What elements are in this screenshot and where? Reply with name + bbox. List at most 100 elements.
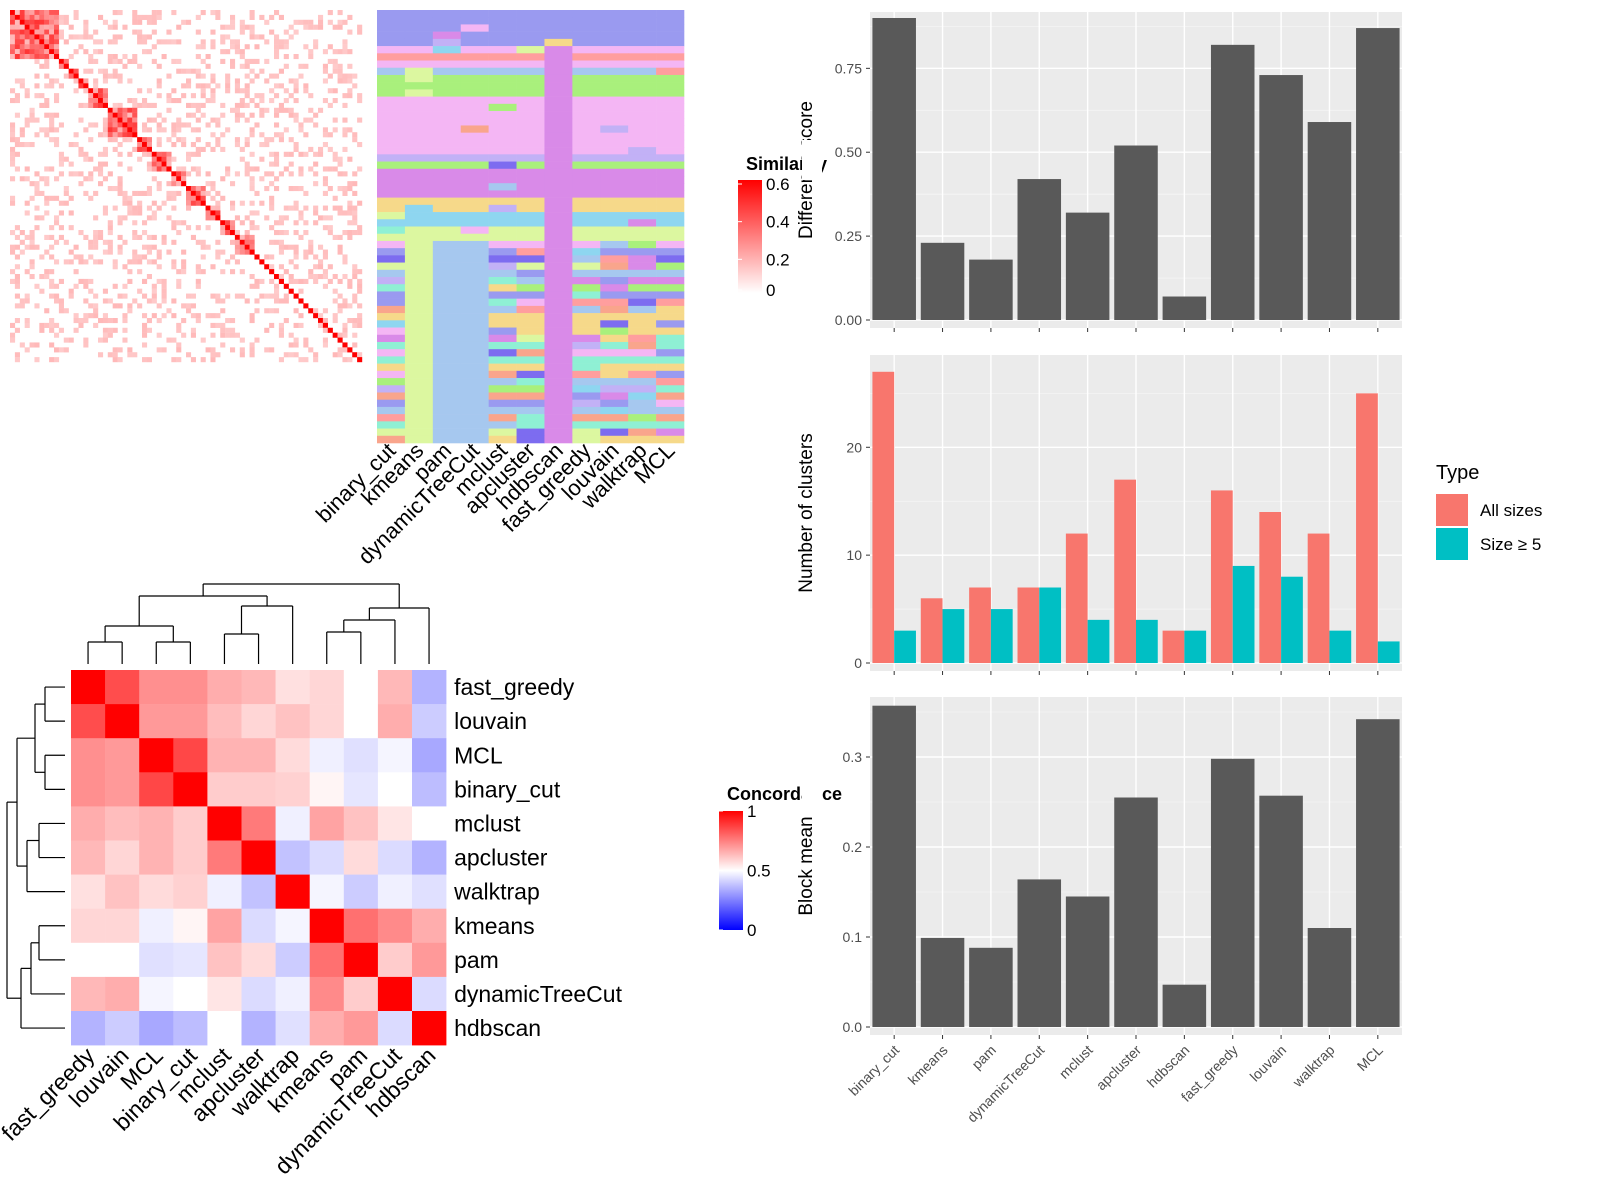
concordance-panel: fast_greedylouvainMCLbinary_cutmclustapc… (0, 583, 842, 1179)
similarity-cell (29, 259, 35, 265)
similarity-cell (44, 322, 50, 328)
assignment-cell (656, 428, 685, 437)
similarity-cell (220, 269, 226, 275)
similarity-cell (132, 234, 138, 240)
assignment-cell (656, 219, 685, 227)
assignment-cell (377, 298, 406, 307)
similarity-cell (347, 357, 353, 363)
similarity-cell (29, 142, 35, 148)
similarity-cell (146, 137, 152, 143)
similarity-cell (347, 205, 353, 211)
concordance-cell (173, 670, 208, 705)
similarity-cell (29, 244, 35, 250)
similarity-cell (19, 49, 25, 55)
assignment-cell (656, 125, 685, 133)
similarity-cell (357, 200, 363, 206)
similarity-cell (239, 249, 245, 255)
similarity-cell (215, 205, 221, 211)
similarity-cell (161, 166, 167, 172)
bar-all-sizes (920, 598, 943, 663)
assignment-cell (432, 406, 462, 415)
assignment-cell (628, 233, 657, 242)
assignment-cell (404, 399, 434, 408)
similarity-cell (249, 166, 255, 172)
similarity-cell (78, 151, 84, 157)
similarity-cell (156, 181, 162, 187)
similarity-cell (14, 142, 20, 148)
assignment-cell (572, 327, 601, 336)
assignment-cell (404, 327, 434, 336)
concordance-cell (241, 806, 276, 841)
similarity-cell (249, 58, 255, 64)
assignment-cell (404, 269, 434, 278)
similarity-cell (332, 298, 338, 304)
similarity-cell (63, 73, 69, 79)
similarity-cell (78, 254, 84, 260)
assignment-cell (516, 277, 545, 285)
similarity-cell (117, 78, 123, 84)
concordance-cell (275, 1011, 310, 1046)
similarity-cell (357, 288, 363, 294)
similarity-cell (34, 117, 40, 123)
assignment-cell (404, 298, 434, 307)
similarity-cell (54, 137, 60, 143)
similarity-cell (161, 239, 167, 245)
similarity-cell (98, 49, 104, 55)
similarity-cell (225, 293, 231, 299)
similarity-cell (313, 39, 319, 45)
concordance-cell (71, 738, 106, 773)
similarity-cell (200, 239, 206, 245)
similarity-cell (278, 327, 284, 333)
similarity-cell (68, 171, 74, 177)
concordance-cell (173, 874, 208, 909)
similarity-cell (73, 78, 79, 84)
assignment-cell (572, 240, 601, 249)
assignment-cell (460, 262, 489, 271)
similarity-cell (88, 58, 94, 64)
similarity-cell (264, 186, 270, 192)
similarity-cell (298, 288, 304, 294)
similarity-cell (327, 264, 333, 270)
similarity-cell (249, 313, 255, 319)
similarity-cell (14, 264, 20, 270)
similarity-cell (102, 117, 108, 123)
concordance-cell (71, 806, 106, 841)
similarity-cell (93, 83, 99, 89)
similarity-cell (298, 210, 304, 216)
similarity-cell (293, 322, 299, 328)
similarity-cell (225, 318, 231, 324)
similarity-cell (269, 225, 275, 231)
similarity-cell (269, 264, 275, 270)
similarity-cell (156, 39, 162, 45)
concordance-cell (139, 806, 174, 841)
similarity-cell (107, 117, 113, 123)
similarity-cell (34, 73, 40, 79)
similarity-cell (10, 244, 16, 250)
similarity-cell (19, 83, 25, 89)
assignment-cell (377, 399, 406, 408)
similarity-cell (49, 122, 55, 128)
similarity-cell (234, 83, 240, 89)
similarity-cell (49, 283, 55, 289)
similarity-cell (19, 342, 25, 348)
assignment-cell (656, 414, 685, 422)
similarity-cell (269, 98, 275, 104)
similarity-cell (34, 14, 40, 20)
similarity-cell (49, 24, 55, 30)
similarity-cell (14, 254, 20, 260)
similarity-cell (322, 68, 328, 74)
assignment-cell (544, 204, 573, 213)
assignment-cell (432, 240, 462, 249)
concordance-cell (207, 908, 242, 944)
similarity-cell (161, 288, 167, 294)
similarity-cell (112, 137, 118, 143)
assignment-cell (600, 277, 629, 285)
similarity-cell (107, 352, 113, 358)
similarity-cell (342, 44, 348, 50)
similarity-cell (171, 313, 177, 319)
assignment-cell (377, 334, 406, 343)
similarity-cell (264, 293, 270, 299)
assignment-cell (516, 392, 545, 400)
similarity-cell (181, 19, 187, 25)
concordance-row-label: apcluster (454, 845, 548, 871)
